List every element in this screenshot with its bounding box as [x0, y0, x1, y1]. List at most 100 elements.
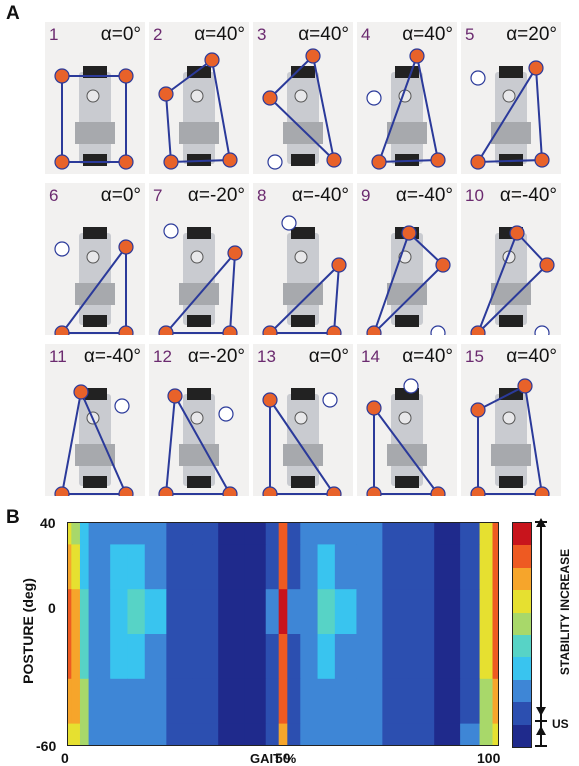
heatmap-cell	[460, 634, 481, 680]
heatmap-cell	[287, 678, 301, 725]
foot-lifted-marker	[366, 90, 382, 106]
heatmap-cell	[67, 544, 72, 590]
foot-contact-marker	[158, 325, 174, 335]
heatmap-cell	[300, 522, 319, 545]
robot-frame-drawing	[149, 344, 249, 496]
foot-contact-marker	[262, 486, 278, 496]
heatmap-cell	[278, 589, 288, 635]
heatmap-cell	[356, 634, 383, 680]
foot-contact-marker	[371, 154, 387, 170]
heatmap-cell	[317, 589, 336, 635]
stability-arrow-icon	[535, 518, 547, 747]
robot-frame-drawing	[149, 183, 249, 335]
heatmap-cell	[265, 522, 280, 545]
foot-contact-marker	[262, 90, 278, 106]
heatmap-cell	[492, 723, 499, 746]
heatmap-cell	[71, 522, 81, 545]
heatmap-cell	[71, 634, 81, 680]
heatmap-cell	[356, 723, 383, 746]
heatmap-cell	[434, 678, 461, 725]
gait-frame: 4 α=40°	[357, 22, 457, 174]
heatmap-cell	[127, 544, 146, 590]
foot-contact-marker	[534, 486, 550, 496]
heatmap-cell	[300, 678, 319, 725]
foot-contact-marker	[326, 152, 342, 168]
foot-contact-marker	[167, 388, 183, 404]
colorbar-level	[513, 724, 531, 747]
heatmap-cell	[144, 634, 167, 680]
heatmap-cell	[460, 544, 481, 590]
foot-contact-marker	[54, 325, 70, 335]
heatmap-cell	[382, 544, 409, 590]
gait-frame: 14 α=40°	[357, 344, 457, 496]
foot-contact-marker	[118, 239, 134, 255]
frame-posture-angle: α=40°	[402, 346, 453, 367]
foot-contact-marker	[430, 486, 446, 496]
foot-contact-marker	[222, 152, 238, 168]
gait-frame: 12 α=-20°	[149, 344, 249, 496]
frame-posture-angle: α=-20°	[187, 346, 245, 367]
robot-frame-drawing	[149, 22, 249, 174]
heatmap-cell	[492, 544, 499, 590]
heatmap-cell	[192, 544, 219, 590]
heatmap-cell	[408, 544, 435, 590]
heatmap-cell	[265, 544, 280, 590]
gait-frame: 6 α=0°	[45, 183, 145, 335]
frame-posture-angle: α=-40°	[499, 185, 557, 206]
heatmap-cell	[278, 522, 288, 545]
y-tick-mid: 0	[48, 600, 56, 616]
colorbar-level	[513, 612, 531, 635]
heatmap-cell	[218, 544, 245, 590]
colorbar-level	[513, 545, 531, 568]
foot-contact-marker	[517, 378, 533, 394]
heatmap-cell	[334, 544, 357, 590]
heatmap-cell	[110, 723, 128, 746]
colorbar-level	[513, 657, 531, 680]
heatmap-cell	[265, 723, 280, 746]
heatmap-cell	[110, 634, 128, 680]
x-tick-end: 100	[477, 750, 501, 766]
robot-frame-drawing	[253, 183, 353, 335]
frame-number: 13	[257, 347, 276, 366]
heatmap-cell	[382, 678, 409, 725]
foot-lifted-marker	[322, 392, 338, 408]
heatmap-cell	[492, 589, 499, 635]
foot-lifted-marker	[54, 241, 70, 257]
foot-contact-marker	[222, 325, 238, 335]
foot-contact-marker	[509, 225, 525, 241]
heatmap-cell	[67, 522, 72, 545]
heatmap-cell	[166, 589, 193, 635]
heatmap-cell	[300, 634, 319, 680]
heatmap-cell	[287, 522, 301, 545]
gait-frame-grid: 1 α=0° 2 α=40° 3 α=40° 4 α=40° 5 α=20° 6 α=0° 7 α=-20…	[45, 22, 565, 502]
foot-contact-marker	[163, 154, 179, 170]
robot-frame-drawing	[45, 344, 145, 496]
foot-lifted-marker	[281, 215, 297, 231]
heatmap-cell	[300, 544, 319, 590]
heatmap-cell	[460, 589, 481, 635]
foot-contact-marker	[366, 400, 382, 416]
foot-contact-marker	[262, 325, 278, 335]
gait-frame: 2 α=40°	[149, 22, 249, 174]
heatmap-cell	[479, 723, 494, 746]
frame-posture-angle: α=40°	[402, 24, 453, 45]
heatmap-cell	[218, 634, 245, 680]
foot-contact-marker	[470, 325, 486, 335]
heatmap-cell	[244, 723, 267, 746]
foot-contact-marker	[326, 325, 342, 335]
heatmap-cell	[166, 723, 193, 746]
heatmap-cell	[79, 544, 90, 590]
y-tick-bottom: -60	[36, 738, 57, 754]
gait-frame: 7 α=-20°	[149, 183, 249, 335]
heatmap-cell	[434, 544, 461, 590]
frame-number: 6	[49, 186, 59, 205]
foot-lifted-marker	[403, 378, 419, 394]
heatmap-cell	[356, 544, 383, 590]
frame-posture-angle: α=0°	[308, 346, 349, 367]
heatmap-cell	[166, 634, 193, 680]
gait-frame: 15 α=40°	[461, 344, 561, 496]
heatmap-cell	[127, 634, 146, 680]
heatmap-cell	[479, 589, 494, 635]
heatmap-cell	[192, 634, 219, 680]
stability-heatmap	[67, 522, 499, 746]
